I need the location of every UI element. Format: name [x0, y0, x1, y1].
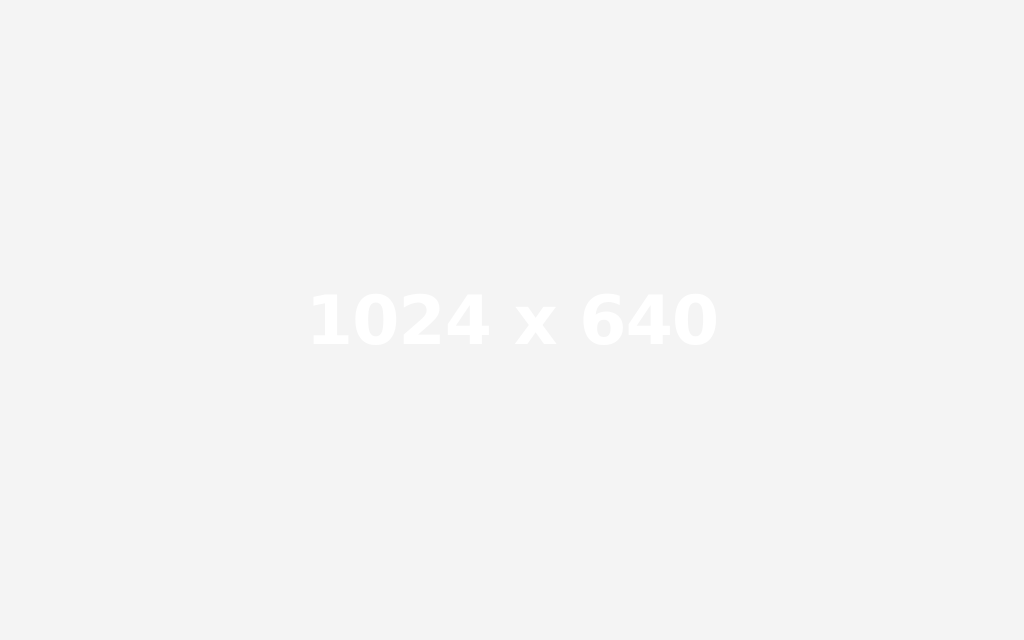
- dimension-label: 1024 x 640: [305, 282, 719, 361]
